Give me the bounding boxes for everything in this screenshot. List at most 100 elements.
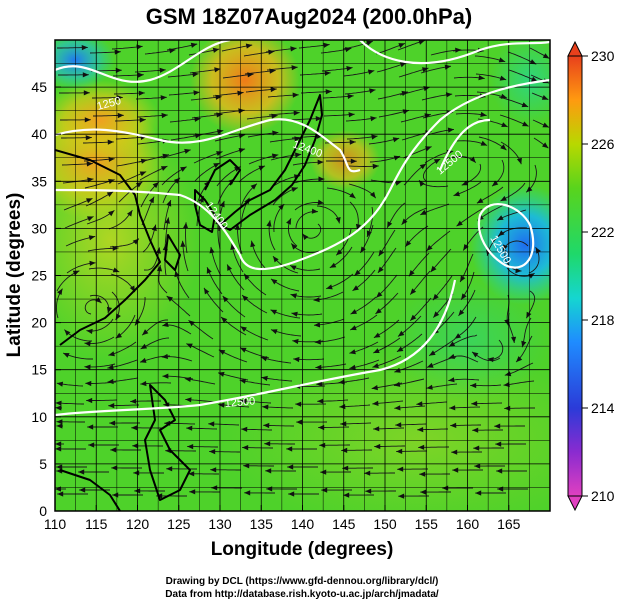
streamline-arrowhead bbox=[82, 72, 89, 78]
streamline-arrowhead bbox=[471, 401, 478, 407]
streamline-arrowhead bbox=[480, 111, 487, 117]
streamline-arrowhead bbox=[193, 90, 200, 96]
streamline-arrowhead bbox=[371, 385, 378, 391]
streamline-arrowhead bbox=[397, 466, 404, 472]
streamline-arrowhead bbox=[387, 221, 393, 228]
streamline-arrowhead bbox=[395, 422, 402, 428]
x-tick-label: 155 bbox=[415, 516, 439, 532]
streamline-arrowhead bbox=[189, 489, 196, 495]
streamline-arrowhead bbox=[478, 75, 485, 81]
streamline-arrowhead bbox=[140, 158, 148, 164]
streamline-arrowhead bbox=[418, 444, 425, 450]
streamline-arrowhead bbox=[367, 69, 375, 75]
streamline-arrowhead bbox=[350, 158, 357, 164]
streamline-arrowhead bbox=[401, 218, 408, 225]
streamline-arrowhead bbox=[286, 446, 293, 452]
streamline-arrowhead bbox=[396, 448, 403, 454]
streamline-arrowhead bbox=[521, 340, 527, 348]
streamline-arrowhead bbox=[79, 487, 86, 493]
streamline-arrowhead bbox=[295, 152, 302, 158]
coast-japan bbox=[219, 94, 323, 231]
streamline-arrowhead bbox=[55, 441, 62, 447]
colorbar-top-arrow bbox=[567, 40, 583, 57]
streamline-arrowhead bbox=[348, 112, 355, 118]
streamline-arrowhead bbox=[343, 492, 350, 498]
streamline-arrowhead bbox=[161, 353, 168, 359]
streamline-arrowhead bbox=[350, 325, 357, 331]
streamline-arrowhead bbox=[504, 371, 512, 377]
streamline-arrowhead bbox=[130, 398, 137, 404]
y-tick-label: 0 bbox=[39, 503, 47, 519]
streamline-arrowhead bbox=[214, 67, 221, 73]
streamline-arrowhead bbox=[291, 187, 298, 192]
colorbar-tick-label: 222 bbox=[591, 224, 615, 240]
streamline-arrowhead bbox=[448, 353, 456, 359]
streamline-arrowhead bbox=[452, 467, 459, 473]
x-tick-label: 110 bbox=[44, 516, 67, 532]
streamline-arrowhead bbox=[398, 43, 405, 48]
streamline-arrowhead bbox=[529, 59, 537, 65]
streamline-arrowhead bbox=[114, 49, 121, 55]
streamline-arrowhead bbox=[429, 350, 436, 356]
streamline-arrowhead bbox=[216, 151, 223, 156]
streamline-arrowhead bbox=[480, 140, 488, 146]
contour-central bbox=[55, 78, 550, 271]
streamline-arrowhead bbox=[169, 48, 176, 54]
streamline-arrowhead bbox=[238, 148, 246, 153]
y-tick-label: 5 bbox=[39, 456, 47, 472]
coast-borneo bbox=[59, 469, 121, 511]
streamline-arrowhead bbox=[472, 427, 479, 433]
streamline-arrowhead bbox=[419, 471, 426, 477]
streamline-arrowhead bbox=[500, 195, 507, 201]
streamline-arrowhead bbox=[317, 398, 324, 404]
streamline-arrowhead bbox=[244, 490, 251, 496]
streamline-arrowhead bbox=[528, 273, 535, 279]
streamline-arrowhead bbox=[378, 249, 385, 257]
streamline-arrowhead bbox=[149, 196, 155, 204]
streamline-arrowhead bbox=[394, 405, 401, 411]
streamline-arrowhead bbox=[323, 42, 330, 48]
streamline-arrowhead bbox=[342, 465, 349, 471]
streamline-arrowhead bbox=[108, 210, 115, 217]
streamline-arrowhead bbox=[180, 240, 186, 247]
streamline-arrowhead bbox=[188, 471, 195, 477]
streamline-arrowhead bbox=[349, 349, 356, 355]
chart-title: GSM 18Z07Aug2024 (200.0hPa) bbox=[146, 4, 472, 29]
streamline-arrowhead bbox=[204, 287, 210, 295]
streamline-arrowhead bbox=[290, 293, 297, 299]
y-tick-label: 20 bbox=[31, 315, 47, 331]
streamline-arrowhead bbox=[292, 338, 299, 344]
streamline-arrowhead bbox=[88, 442, 95, 448]
streamline-arrowhead bbox=[316, 133, 323, 139]
y-tick-label: 40 bbox=[31, 126, 47, 142]
cold-patch-northwest bbox=[55, 40, 115, 90]
streamline-arrowhead bbox=[250, 183, 257, 190]
streamline-arrowhead bbox=[317, 199, 324, 205]
streamline-arrowhead bbox=[264, 441, 271, 447]
streamline-arrowhead bbox=[541, 95, 549, 100]
streamline-arrowhead bbox=[444, 64, 451, 70]
streamline-arrowhead bbox=[85, 135, 92, 141]
streamline-arrowhead bbox=[85, 380, 92, 387]
streamline-arrowhead bbox=[394, 367, 401, 373]
streamline-arrowhead bbox=[325, 89, 332, 95]
contour-east-low bbox=[477, 203, 535, 269]
streamline-arrowhead bbox=[375, 308, 382, 314]
streamline-arrowhead bbox=[450, 422, 457, 428]
y-axis-label: Latitude (degrees) bbox=[4, 193, 25, 358]
streamline-arrowhead bbox=[350, 309, 357, 315]
streamline-arrowhead bbox=[290, 265, 297, 271]
streamline-arrowhead bbox=[194, 116, 201, 122]
streamline-arrowhead bbox=[287, 464, 294, 470]
streamline-arrowhead bbox=[106, 306, 112, 314]
streamline-arrowhead bbox=[84, 364, 91, 370]
streamline-arrowhead bbox=[187, 444, 194, 450]
y-tick-label: 30 bbox=[31, 220, 47, 236]
streamline-arrowhead bbox=[109, 420, 116, 426]
streamline-arrowhead bbox=[160, 166, 168, 171]
streamline-arrowhead bbox=[293, 110, 300, 116]
contour-ne bbox=[359, 40, 550, 65]
streamline-arrowhead bbox=[366, 40, 373, 46]
streamline-arrowhead bbox=[292, 92, 299, 98]
streamline-arrowhead bbox=[503, 381, 510, 388]
